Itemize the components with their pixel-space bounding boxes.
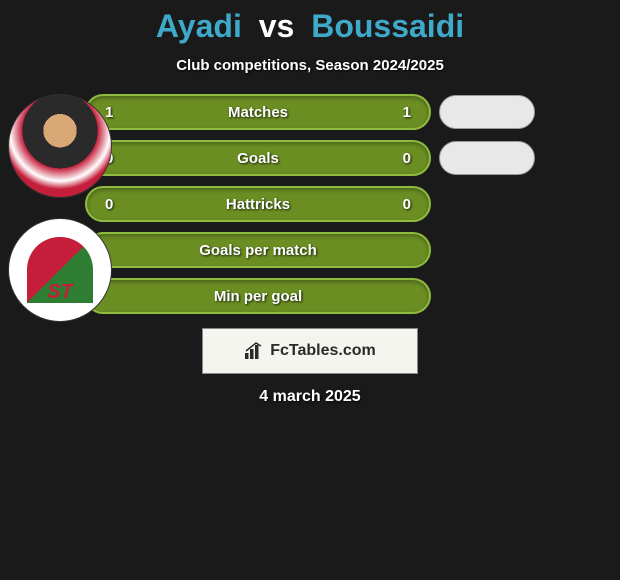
stat-pill-matches: 1 Matches 1 — [85, 94, 431, 130]
stat-right-value: 0 — [391, 150, 411, 167]
source-logo-box: FcTables.com — [202, 328, 418, 374]
stat-pill-goals-per-match: Goals per match — [85, 232, 431, 268]
stat-pill-min-per-goal: Min per goal — [85, 278, 431, 314]
stat-label: Goals — [237, 150, 279, 167]
stat-row-goals: 0 Goals 0 — [85, 140, 535, 176]
subtitle: Club competitions, Season 2024/2025 — [176, 57, 444, 74]
title-player2: Boussaidi — [311, 8, 464, 44]
bar-chart-icon — [244, 342, 264, 360]
stat-label: Goals per match — [199, 242, 317, 259]
stat-right-value: 1 — [391, 104, 411, 121]
stat-pill-goals: 0 Goals 0 — [85, 140, 431, 176]
title-player1: Ayadi — [156, 8, 242, 44]
stat-side-spacer — [439, 279, 535, 313]
comparison-card: Ayadi vs Boussaidi Club competitions, Se… — [0, 0, 620, 580]
stat-row-goals-per-match: Goals per match — [85, 232, 535, 268]
player2-badge-image — [19, 229, 101, 311]
stat-row-hattricks: 0 Hattricks 0 — [85, 186, 535, 222]
stat-right-value: 0 — [391, 196, 411, 213]
title-vs: vs — [259, 8, 295, 44]
source-logo-text: FcTables.com — [270, 342, 376, 360]
avatars-column — [8, 94, 112, 322]
stat-label: Matches — [228, 104, 288, 121]
stat-label: Min per goal — [214, 288, 302, 305]
stat-side-bubble — [439, 141, 535, 175]
stat-side-spacer — [439, 187, 535, 221]
stat-label: Hattricks — [226, 196, 290, 213]
stat-pill-hattricks: 0 Hattricks 0 — [85, 186, 431, 222]
player1-avatar-image — [9, 95, 111, 197]
stat-row-matches: 1 Matches 1 — [85, 94, 535, 130]
stat-side-bubble — [439, 95, 535, 129]
page-title: Ayadi vs Boussaidi — [156, 8, 464, 45]
stat-row-min-per-goal: Min per goal — [85, 278, 535, 314]
stat-side-spacer — [439, 233, 535, 267]
date-text: 4 march 2025 — [259, 388, 360, 406]
stats-area: 1 Matches 1 0 Goals 0 0 Hattricks 0 — [0, 94, 620, 406]
player2-club-badge — [8, 218, 112, 322]
player1-avatar — [8, 94, 112, 198]
